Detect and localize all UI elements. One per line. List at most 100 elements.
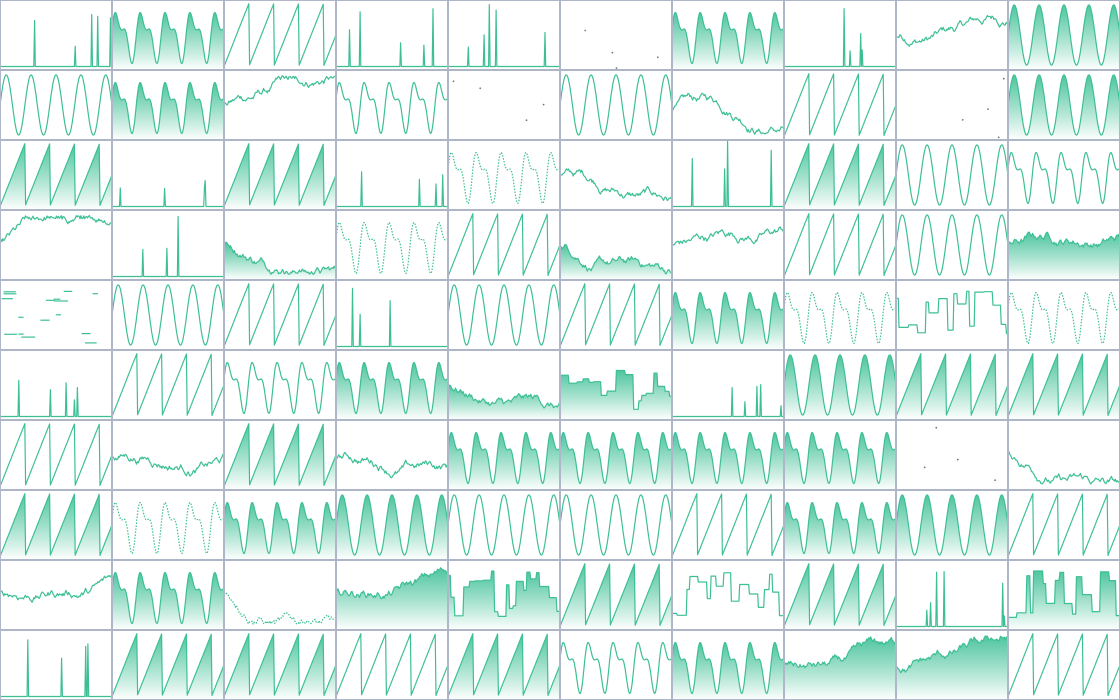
data-point xyxy=(525,119,528,122)
series-line xyxy=(896,635,1008,674)
sparkline xyxy=(672,630,784,700)
sparkline-cell xyxy=(672,490,784,560)
cell-border xyxy=(0,560,112,630)
sparkline xyxy=(0,210,112,280)
sparkline xyxy=(448,630,560,700)
sparkline-cell xyxy=(448,350,560,420)
data-point xyxy=(961,119,964,121)
series-line xyxy=(1008,74,1120,136)
sparkline-cell xyxy=(0,0,112,70)
cell-border xyxy=(672,210,784,280)
series-line xyxy=(112,453,224,477)
sparkline-cell xyxy=(896,490,1008,560)
cell-border xyxy=(560,560,672,630)
cell-border xyxy=(896,420,1008,490)
cell-border xyxy=(448,0,560,70)
cell-border xyxy=(1008,630,1120,700)
cell-border xyxy=(896,560,1008,630)
series-line xyxy=(896,290,1008,335)
sparkline xyxy=(784,420,896,490)
series-line xyxy=(112,11,224,65)
sparkline xyxy=(896,210,1008,280)
data-point xyxy=(923,466,926,469)
cell-border xyxy=(560,70,672,140)
sparkline xyxy=(0,280,112,350)
sparkline-cell xyxy=(112,630,224,700)
sparkline-cell xyxy=(224,140,336,210)
sparkline xyxy=(784,490,896,560)
series-area xyxy=(560,432,672,490)
sparkline xyxy=(0,560,112,630)
sparkline-cell xyxy=(448,140,560,210)
sparkline xyxy=(896,490,1008,560)
cell-border xyxy=(560,0,672,70)
sparkline-cell xyxy=(0,350,112,420)
series-area xyxy=(448,571,560,630)
cell-border xyxy=(448,560,560,630)
cell-border xyxy=(0,210,112,280)
sparkline-cell xyxy=(896,420,1008,490)
sparkline xyxy=(0,350,112,420)
series-line xyxy=(672,493,784,557)
sparkline-cell xyxy=(448,420,560,490)
series-line xyxy=(448,431,560,485)
series-line xyxy=(112,215,224,278)
series-area xyxy=(1008,4,1120,70)
series-area xyxy=(1008,353,1120,420)
series-area xyxy=(112,82,224,140)
cell-border xyxy=(784,420,896,490)
series-line xyxy=(224,3,336,67)
series-line xyxy=(336,567,448,600)
cell-border xyxy=(448,140,560,210)
cell-border xyxy=(448,490,560,560)
cell-border xyxy=(896,140,1008,210)
cell-border xyxy=(672,0,784,70)
series-line xyxy=(112,284,224,346)
sparkline xyxy=(672,140,784,210)
series-line xyxy=(336,452,448,479)
sparkline-cell xyxy=(672,560,784,630)
sparkline xyxy=(0,490,112,560)
sparkline xyxy=(112,630,224,700)
series-line xyxy=(1008,633,1120,697)
cell-border xyxy=(560,490,672,560)
cell-border xyxy=(112,420,224,490)
sparkline xyxy=(896,420,1008,490)
sparkline-cell xyxy=(448,490,560,560)
sparkline xyxy=(224,350,336,420)
series-line xyxy=(784,8,896,68)
series-line xyxy=(336,171,448,208)
cell-border xyxy=(1008,140,1120,210)
sparkline-cell xyxy=(224,560,336,630)
series-area xyxy=(784,636,896,700)
sparkline-cell xyxy=(784,490,896,560)
series-line xyxy=(1008,231,1120,248)
cell-border xyxy=(336,490,448,560)
sparkline-cell xyxy=(224,280,336,350)
sparkline-cell xyxy=(672,630,784,700)
sparkline xyxy=(112,420,224,490)
cell-border xyxy=(784,70,896,140)
cell-border xyxy=(672,560,784,630)
sparkline xyxy=(448,280,560,350)
series-area xyxy=(448,633,560,700)
sparkline-cell xyxy=(112,280,224,350)
data-point xyxy=(997,136,1000,139)
series-area xyxy=(224,143,336,210)
sparkline xyxy=(448,210,560,280)
cell-border xyxy=(336,0,448,70)
sparkline-cell xyxy=(448,0,560,70)
sparkline-cell xyxy=(0,140,112,210)
cell-border xyxy=(224,140,336,210)
sparkline-cell xyxy=(336,140,448,210)
sparkline xyxy=(896,350,1008,420)
series-line xyxy=(560,563,672,627)
sparkline xyxy=(448,0,560,70)
sparkline-cell xyxy=(672,70,784,140)
sparkline xyxy=(896,70,1008,140)
cell-border xyxy=(224,210,336,280)
series-line xyxy=(672,11,784,65)
series-line xyxy=(784,563,896,627)
sparkline xyxy=(672,210,784,280)
sparkline-cell xyxy=(896,0,1008,70)
